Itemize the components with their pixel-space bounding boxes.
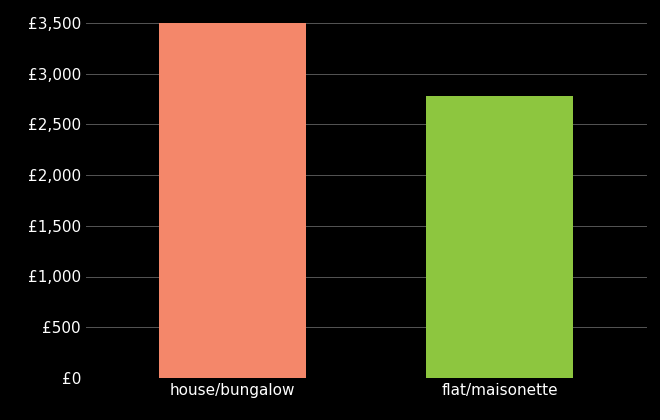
Bar	[426, 96, 574, 378]
Bar	[159, 23, 306, 378]
